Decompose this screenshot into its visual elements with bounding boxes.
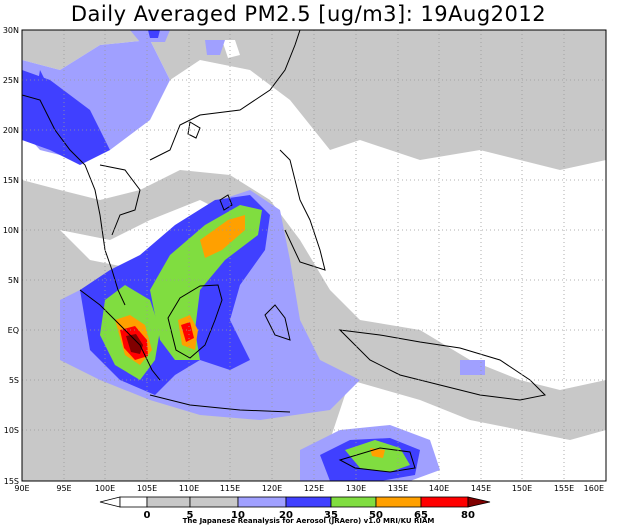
- lat-label: 25N: [3, 76, 19, 85]
- colorbar-tick: 50: [369, 510, 383, 521]
- colorbar-tick: 65: [414, 510, 428, 521]
- lon-label: 145E: [471, 484, 491, 493]
- coastlines: [22, 30, 547, 473]
- colorbar-swatch: [285, 496, 332, 508]
- lon-label: 160E: [584, 484, 604, 493]
- lon-label: 135E: [388, 484, 408, 493]
- lon-label: 130E: [346, 484, 366, 493]
- colorbar-tick: 10: [231, 510, 245, 521]
- lat-label: 15N: [3, 176, 19, 185]
- lon-label: 115E: [220, 484, 240, 493]
- colorbar-swatch: [467, 496, 491, 508]
- lon-label: 110E: [179, 484, 199, 493]
- lon-label: 105E: [137, 484, 157, 493]
- lon-label: 125E: [304, 484, 324, 493]
- colorbar-swatch: [189, 496, 239, 508]
- colorbar-tick: 20: [279, 510, 293, 521]
- map-frame: [21, 29, 607, 482]
- lon-label: 140E: [429, 484, 449, 493]
- lon-axis: 90E 95E 100E 105E 110E 115E 120E 125E 13…: [14, 484, 604, 493]
- lat-label: 10S: [4, 426, 19, 435]
- colorbar-swatch: [375, 496, 422, 508]
- lon-label: 120E: [262, 484, 282, 493]
- lat-label: 5S: [9, 376, 19, 385]
- lon-label: 150E: [512, 484, 532, 493]
- grid-lines: [22, 30, 606, 481]
- lat-label: EQ: [8, 326, 19, 335]
- lat-label: 30N: [3, 26, 19, 35]
- lon-label: 90E: [14, 484, 29, 493]
- lon-label: 155E: [554, 484, 574, 493]
- colorbar-tick: 0: [144, 510, 151, 521]
- lon-label: 95E: [56, 484, 71, 493]
- lat-axis: 30N 25N 20N 15N 10N 5N EQ 5S 10S 15S: [3, 26, 19, 486]
- colorbar-swatch: [146, 496, 191, 508]
- colorbar-tick: 35: [324, 510, 338, 521]
- colorbar-swatch: [99, 496, 121, 508]
- colorbar-swatch: [237, 496, 287, 508]
- colorbar-tick: 80: [461, 510, 475, 521]
- colorbar-swatch: [420, 496, 469, 508]
- colorbar: 0 5 10 20 35 50 65 80: [99, 496, 491, 521]
- concentration-field: [22, 30, 606, 481]
- colorbar-swatch: [119, 496, 148, 508]
- map-title: Daily Averaged PM2.5 [ug/m3]: 19Aug2012: [70, 2, 547, 26]
- colorbar-tick: 5: [187, 510, 194, 521]
- lat-label: 20N: [3, 126, 19, 135]
- lat-label: 5N: [8, 276, 19, 285]
- data-credit: The Japanese Reanalysis for Aerosol (JRA…: [182, 517, 435, 525]
- colorbar-swatch: [330, 496, 377, 508]
- lat-label: 10N: [3, 226, 19, 235]
- lon-label: 100E: [95, 484, 115, 493]
- lat-label: 15S: [4, 477, 19, 486]
